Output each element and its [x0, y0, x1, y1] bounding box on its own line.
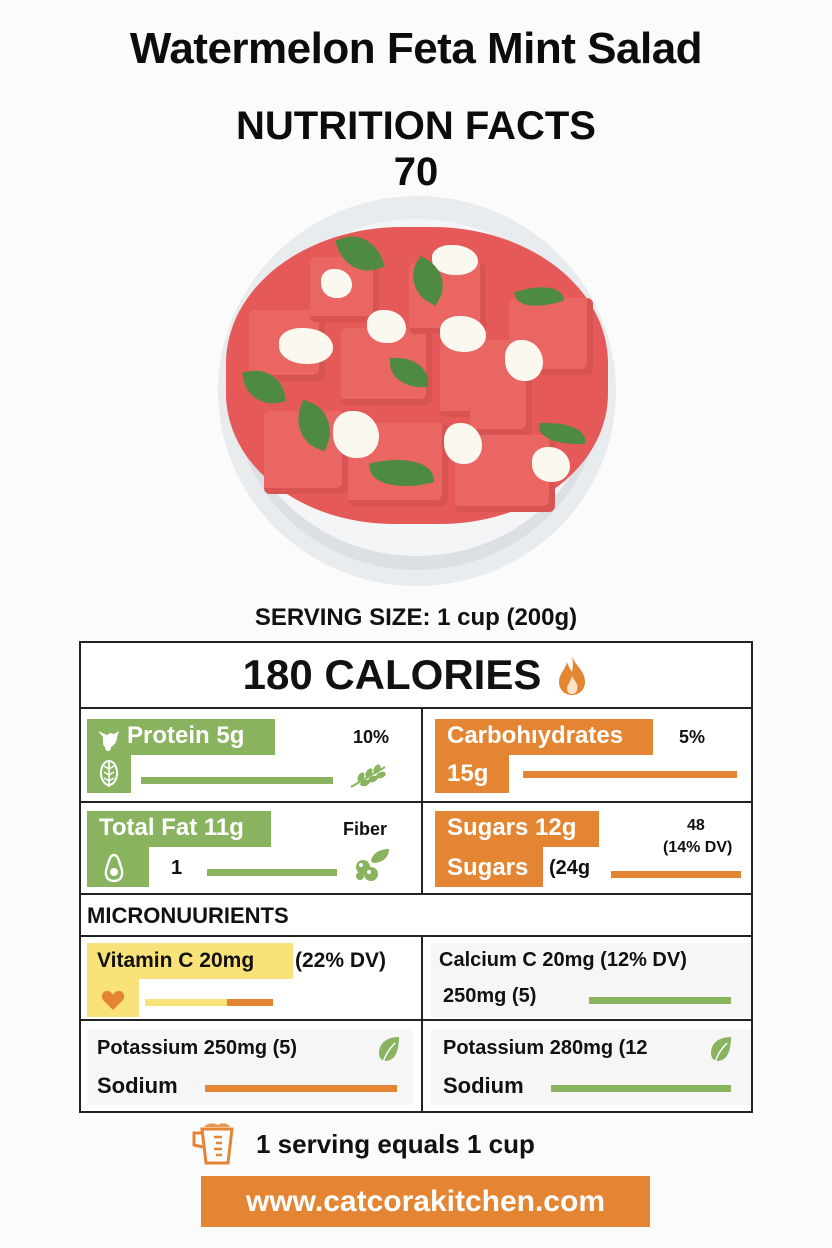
sodium-left-bar — [205, 1085, 397, 1092]
nutrition-table: 180 CALORIES Protein 5g 10% — [79, 641, 753, 1113]
wheat-icon — [350, 764, 386, 788]
carbohydrates-cell: Carbohıydrates 15g 5% — [435, 719, 751, 799]
calcium-label: Calcium C 20mg (12% DV) — [439, 949, 687, 971]
sodium-right-label: Sodium — [443, 1073, 524, 1098]
carbohydrates-amount: 15g — [447, 760, 489, 787]
salad-mound — [225, 227, 609, 524]
potassium-left-cell: Potassium 250mg (5) Sodium — [87, 1029, 413, 1105]
sugars-right-number: 48 — [687, 817, 705, 834]
leaf-icon — [711, 1037, 731, 1064]
serving-note: 1 serving equals 1 cup — [190, 1123, 650, 1165]
vitamin-c-cell: Vitamin C 20mg (22% DV) — [87, 943, 419, 1017]
sugars-label-2: Sugars — [447, 854, 529, 881]
sugars-label: Sugars 12g — [447, 814, 577, 841]
sugars-value: (24g — [549, 857, 591, 879]
sodium-left-label: Sodium — [97, 1073, 178, 1098]
total-fat-label: Total Fat 11g — [99, 814, 244, 841]
serving-note-text: 1 serving equals 1 cup — [256, 1128, 535, 1159]
calories-label: 180 CALORIES — [242, 651, 542, 698]
protein-percent: 10% — [353, 727, 390, 747]
total-fat-value: 1 — [171, 857, 183, 879]
fiber-label: Fiber — [343, 819, 388, 839]
micro-row-1: Vitamin C 20mg (22% DV) Calcium C 20mg (… — [81, 937, 751, 1021]
calcium-value: 250mg (5) — [443, 985, 537, 1007]
avocado-icon — [104, 853, 124, 883]
leaf-icon — [379, 1037, 399, 1064]
nutrition-facts-number: 70 — [393, 150, 439, 194]
micronutrients-heading-row: MICRONUURIENTS — [81, 895, 751, 937]
heart-icon — [101, 990, 125, 1010]
recipe-title: Watermelon Feta Mint Salad — [129, 24, 703, 73]
potassium-left-label: Potassium 250mg (5) — [97, 1037, 298, 1059]
vitamin-c-bar-yellow — [145, 999, 227, 1006]
measuring-cup-icon — [192, 1123, 234, 1165]
website-link[interactable]: www.catcorakitchen.com — [201, 1176, 650, 1227]
sodium-right-bar — [551, 1085, 731, 1092]
carbohydrates-percent: 5% — [679, 727, 706, 747]
sugars-bar — [611, 871, 741, 878]
total-fat-cell: Total Fat 11g 1 Fiber — [87, 811, 419, 891]
macros-row-2: Total Fat 11g 1 Fiber Sugars 12g Sugars — [81, 803, 751, 895]
flame-icon — [559, 656, 586, 695]
calcium-bar — [589, 997, 731, 1004]
protein-bar — [141, 777, 333, 784]
carbohydrates-label: Carbohıydrates — [447, 722, 624, 749]
sugars-cell: Sugars 12g Sugars (24g 48 (14% DV) — [435, 811, 751, 891]
potassium-right-label: Potassium 280mg (12 — [443, 1037, 648, 1059]
chicken-icon — [98, 731, 119, 751]
vitamin-c-bar-orange — [227, 999, 273, 1006]
macros-row-1: Protein 5g 10% Carbohıydrates 15g — [81, 709, 751, 803]
potassium-right-cell: Potassium 280mg (12 Sodium — [431, 1029, 751, 1105]
calcium-cell: Calcium C 20mg (12% DV) 250mg (5) — [431, 943, 751, 1017]
berries-icon — [356, 849, 389, 881]
salad-photo — [218, 196, 616, 586]
serving-size: SERVING SIZE: 1 cup (200g) — [254, 604, 578, 631]
calories-row: 180 CALORIES — [81, 643, 751, 709]
sugars-dv: (14% DV) — [663, 839, 733, 856]
nutrition-facts-heading: NUTRITION FACTS — [236, 104, 596, 148]
micro-row-2: Potassium 250mg (5) Sodium Potassium 280… — [81, 1021, 751, 1111]
carbohydrates-bar — [523, 771, 737, 778]
protein-label: Protein 5g — [127, 722, 245, 749]
protein-cell: Protein 5g 10% — [87, 719, 419, 799]
total-fat-bar — [207, 869, 337, 876]
micronutrients-heading: MICRONUURIENTS — [87, 903, 289, 928]
vitamin-c-dv: (22% DV) — [295, 949, 387, 972]
leaf-icon — [100, 760, 118, 787]
vitamin-c-label: Vitamin C 20mg — [97, 949, 255, 972]
